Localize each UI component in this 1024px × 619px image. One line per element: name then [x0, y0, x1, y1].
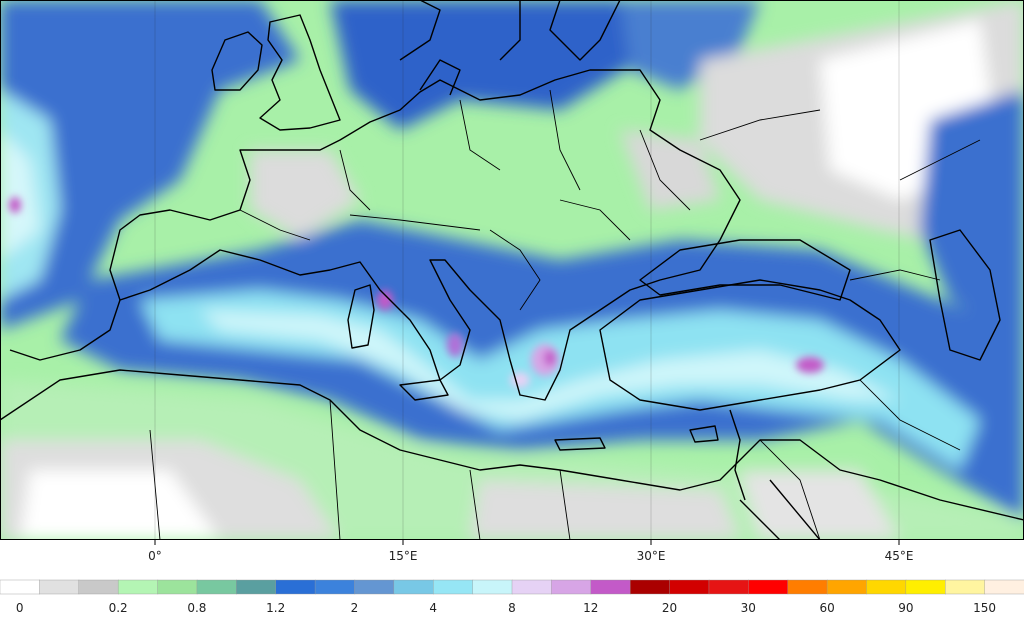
- colorbar-swatch: [629, 579, 671, 595]
- precipitation-maxima: [9, 197, 824, 388]
- colorbar-swatch: [196, 579, 237, 595]
- border-germany-poland: [459, 99, 501, 171]
- maximum-tyrrhenian: [377, 290, 393, 310]
- graticule: [154, 0, 900, 540]
- colorbar-swatch: [393, 579, 434, 595]
- balkan-gray: [620, 130, 720, 210]
- colorbar-label: 60: [819, 601, 834, 615]
- colorbar-label: 8: [508, 601, 516, 615]
- colorbar-swatches: [0, 579, 1024, 595]
- colorbar-swatch: [433, 579, 474, 595]
- colorbar-label: 30: [741, 601, 756, 615]
- coast-cyprus: [689, 425, 719, 443]
- colorbar-swatch: [354, 579, 395, 595]
- colorbar-swatch: [117, 579, 159, 595]
- longitude-label-45e: 45°E: [885, 549, 914, 563]
- border-alps: [349, 214, 481, 231]
- colorbar-swatch: [157, 579, 198, 595]
- colorbar-swatch: [39, 579, 80, 595]
- coast-red-sea: [739, 479, 821, 540]
- colorbar-swatch: [866, 579, 907, 595]
- coastlines: [0, 0, 1024, 540]
- colorbar-label: 20: [662, 601, 677, 615]
- arabia-gray: [740, 470, 900, 540]
- border-middle-east: [759, 379, 961, 540]
- coast-turkey: [599, 279, 901, 411]
- border-poland-ukraine: [549, 89, 581, 191]
- atlantic-pale: [0, 130, 40, 260]
- colorbar-labels: 0 0.2 0.8 1.2 2 4 8 12 20 30 60 90 150: [16, 601, 996, 615]
- country-borders: [149, 89, 981, 540]
- colorbar-swatch: [826, 579, 868, 595]
- colorbar-legend: 0 0.2 0.8 1.2 2 4 8 12 20 30 60 90 150: [0, 579, 1024, 615]
- egypt-gray: [470, 480, 740, 540]
- longitude-label-30e: 30°E: [637, 549, 666, 563]
- border-france-spain: [239, 209, 311, 241]
- colorbar-swatch: [748, 579, 789, 595]
- colorbar-swatch: [275, 579, 316, 595]
- colorbar-label: 2: [351, 601, 359, 615]
- colorbar-swatch: [708, 579, 749, 595]
- colorbar-swatch: [905, 579, 946, 595]
- colorbar-swatch: [945, 579, 986, 595]
- maximum-adriatic: [447, 333, 463, 357]
- coast-europe: [109, 69, 741, 401]
- colorbar-swatch: [78, 579, 119, 595]
- border-ukraine-russia: [639, 129, 691, 211]
- precipitation-field: [0, 0, 1024, 540]
- sahara-white: [20, 470, 220, 540]
- colorbar-swatch: [669, 579, 710, 595]
- longitude-label-15e: 15°E: [389, 549, 418, 563]
- atlantic-band: [0, 0, 300, 330]
- precipitation-map: [0, 0, 1024, 540]
- colorbar-swatch: [0, 579, 41, 595]
- colorbar-label: 0.2: [109, 601, 128, 615]
- coast-denmark: [419, 59, 461, 96]
- colorbar-swatch: [551, 579, 592, 595]
- colorbar-label: 90: [898, 601, 913, 615]
- border-balkans: [489, 229, 541, 311]
- coast-north-africa: [0, 369, 1024, 521]
- france-gray: [250, 150, 360, 240]
- maximum-levant: [796, 357, 824, 373]
- colorbar-label: 12: [583, 601, 598, 615]
- colorbar-label: 0: [16, 601, 24, 615]
- north-sea-blue: [330, 0, 640, 130]
- maximum-ionian: [510, 372, 530, 388]
- coast-levant: [729, 409, 746, 501]
- coast-great-britain: [259, 14, 341, 131]
- colorbar-swatch: [472, 579, 513, 595]
- coast-corsica-sardinia: [347, 284, 375, 349]
- mediterranean-pale: [200, 310, 900, 420]
- colorbar-label: 150: [973, 601, 996, 615]
- longitude-axis: 0° 15°E 30°E 45°E: [148, 540, 914, 563]
- maximum-aegean-core: [544, 350, 556, 366]
- colorbar-swatch: [511, 579, 553, 595]
- colorbar-swatch: [314, 579, 356, 595]
- border-caucasus: [849, 269, 941, 281]
- coast-sicily: [399, 379, 449, 401]
- maximum-atlantic: [9, 197, 21, 213]
- coast-crete: [554, 437, 606, 451]
- border-russia: [699, 109, 981, 181]
- colorbar-swatch: [236, 579, 277, 595]
- coast-scandinavia: [399, 0, 621, 61]
- baltic-blue: [620, 0, 760, 90]
- coast-iberia: [9, 299, 121, 361]
- border-north-africa: [149, 399, 571, 540]
- coast-caspian: [929, 229, 1001, 361]
- longitude-label-0: 0°: [148, 549, 162, 563]
- coast-ireland: [211, 31, 263, 91]
- caspian-blue: [920, 90, 1024, 340]
- border-romania: [559, 199, 631, 241]
- colorbar-label: 0.8: [187, 601, 206, 615]
- coast-black-sea: [639, 239, 851, 301]
- colorbar-swatch: [984, 579, 1024, 595]
- border-france-germany: [339, 149, 371, 211]
- colorbar-label: 4: [429, 601, 437, 615]
- colorbar-swatch: [787, 579, 828, 595]
- colorbar-label: 1.2: [266, 601, 285, 615]
- colorbar-swatch: [590, 579, 631, 595]
